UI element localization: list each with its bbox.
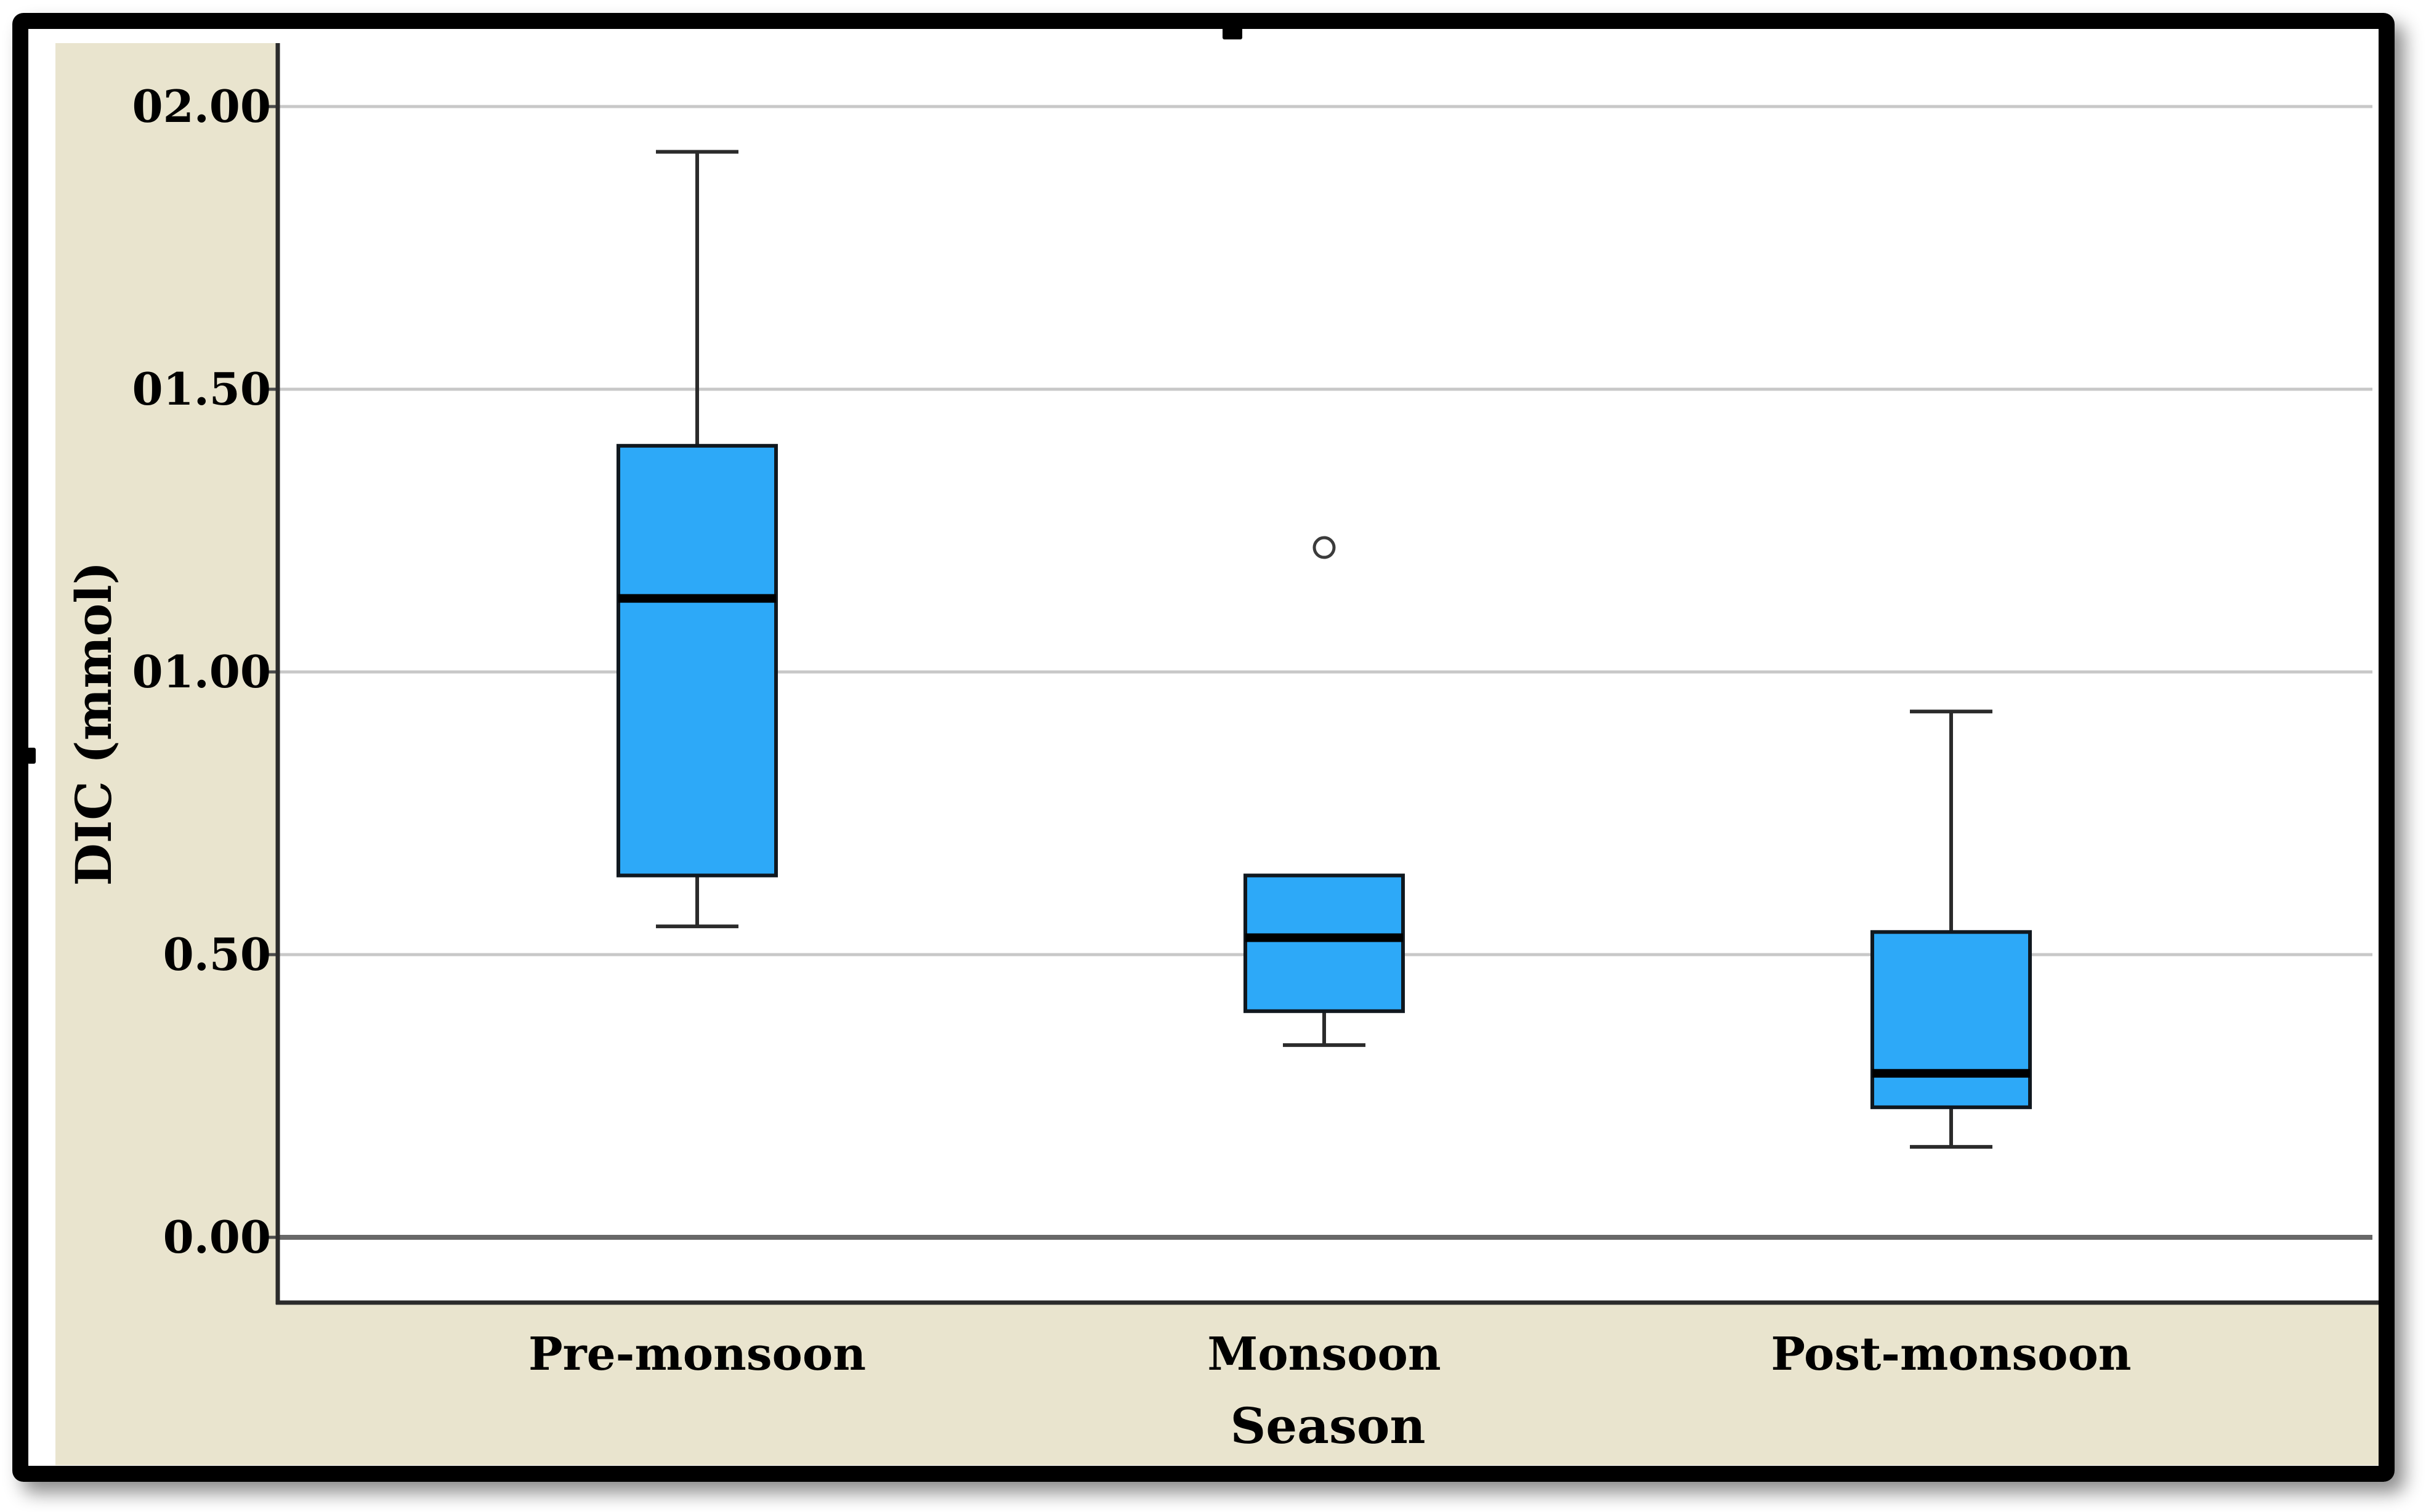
stray-mark-top	[1223, 27, 1242, 39]
y-tick-label: 02.00	[132, 80, 271, 132]
x-category-label: Post-monsoon	[1771, 1328, 2132, 1381]
outlier-point	[1312, 536, 1336, 559]
y-tick-label: 0.50	[163, 928, 271, 980]
x-category-label: Pre-monsoon	[528, 1328, 867, 1381]
y-tick-label: 0.00	[163, 1211, 271, 1263]
box-iqr	[617, 443, 778, 878]
x-category-label: Monsoon	[1207, 1328, 1441, 1381]
box-iqr	[1870, 930, 2032, 1109]
box-iqr	[1243, 873, 1405, 1013]
x-axis-title: Season	[1230, 1397, 1426, 1455]
y-tick-label: 01.50	[132, 363, 271, 415]
y-tick-label: 01.00	[132, 645, 271, 698]
stray-mark-left	[27, 748, 36, 764]
y-axis-title: DIC (mmol)	[65, 561, 123, 886]
